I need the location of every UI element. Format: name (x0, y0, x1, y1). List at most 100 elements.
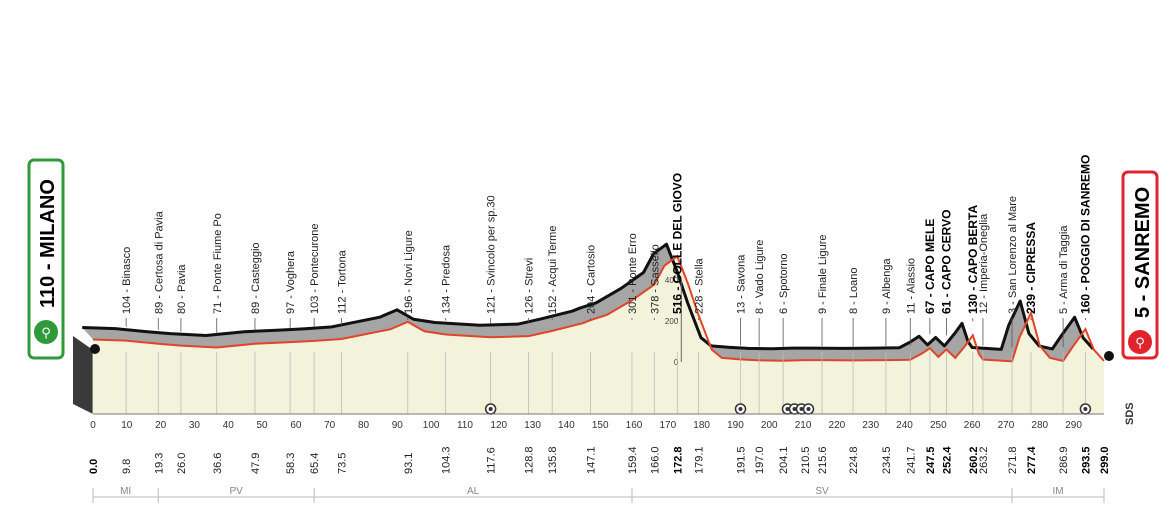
cumulative-km-label: 0.0 (88, 459, 100, 474)
cumulative-km-label: 36.6 (212, 453, 224, 474)
cumulative-km-label: 128.8 (524, 446, 536, 474)
km-tick-label: 100 (423, 420, 440, 431)
town-label: 3 - San Lorenzo al Mare (1007, 196, 1019, 314)
cumulative-km-label: 197.0 (754, 446, 766, 474)
cumulative-km-label: 19.3 (153, 453, 165, 474)
cumulative-km-label: 135.8 (547, 446, 559, 474)
finish-badge-frame (1121, 170, 1159, 360)
finish-label: 5 - SANREMO (1132, 187, 1154, 318)
town-label: 152 - Acqui Terme (547, 226, 559, 314)
town-label: 126 - Strevi (524, 258, 536, 314)
cumulative-km-label: 179.1 (694, 446, 706, 474)
town-label: 204 - Cartosio (585, 245, 597, 314)
town-label: 89 - Certosa di Pavia (153, 210, 165, 314)
start-cyclist-icon (34, 320, 58, 344)
region-label: PV (230, 486, 244, 497)
town-label: 8 - Vado Ligure (754, 240, 766, 314)
cumulative-km-label: 147.1 (585, 446, 597, 474)
climb-label: 130 - CAPO BERTA (966, 205, 980, 314)
km-tick-label: 50 (257, 420, 269, 431)
start-badge: 110 - MILANO ⚲ (27, 158, 65, 360)
cumulative-km-label: 47.9 (250, 453, 262, 474)
profile-top-surface (82, 244, 1104, 362)
profile-base-side (73, 336, 93, 414)
sprint-marker-dot (792, 407, 797, 411)
town-label: 97 - Voghera (285, 250, 297, 314)
cumulative-km-label: 241.7 (905, 446, 917, 474)
km-tick-label: 160 (626, 420, 643, 431)
cumulative-km-label: 93.1 (403, 453, 415, 474)
km-tick-label: 140 (558, 420, 575, 431)
town-label: 134 - Predosa (441, 244, 453, 314)
cumulative-km-label: 247.5 (925, 446, 937, 474)
km-tick-label: 60 (290, 420, 302, 431)
cumulative-km-label: 299.0 (1099, 446, 1111, 474)
town-label: 112 - Tortona (337, 249, 349, 314)
km-tick-label: 80 (358, 420, 370, 431)
km-tick-label: 150 (592, 420, 609, 431)
altitude-tick-label: 0 (674, 358, 679, 367)
region-bar: MI PV AL SV IM (92, 486, 1105, 503)
town-label: 89 - Casteggio (250, 242, 262, 314)
profile-ridge-line (82, 242, 1095, 351)
km-tick-label: 210 (795, 420, 812, 431)
altitude-tick-label: 400 (665, 276, 679, 285)
km-tick-label: 20 (155, 420, 167, 431)
km-tick-label: 230 (862, 420, 879, 431)
town-label: 5 - Arma di Taggia (1058, 225, 1070, 314)
km-tick-label: 90 (392, 420, 404, 431)
cumulative-km-label: 65.4 (309, 453, 321, 474)
sprint-marker-dot (806, 407, 811, 411)
cumulative-km-label: 204.1 (778, 446, 790, 474)
cumulative-km-label: 277.4 (1026, 446, 1038, 474)
km-tick-label: 280 (1031, 420, 1048, 431)
finish-cyclist-icon (1128, 330, 1152, 354)
town-label: 71 - Ponte Fiume Po (212, 213, 224, 314)
start-bike-glyph: ⚲ (41, 326, 51, 341)
brand-logo: SDS (1124, 402, 1136, 425)
cumulative-km-labels: 0.0 9.8 19.3 26.0 36.6 47.9 58.3 65.4 73.5 93.1 10… (88, 446, 1111, 474)
km-tick-label: 220 (829, 420, 846, 431)
km-tick-label: 200 (761, 420, 778, 431)
town-label: 378 - Sassello (649, 244, 661, 314)
town-label: 121 - Svincolo per sp.30 (486, 195, 498, 314)
town-label: 104 - Binasco (121, 247, 133, 314)
km-tick-label: 270 (998, 420, 1015, 431)
cumulative-km-label: 159.4 (627, 446, 639, 474)
km-tick-label: 120 (490, 420, 507, 431)
start-label: 110 - MILANO (37, 179, 59, 308)
town-label: 11 - Alassio (905, 258, 917, 314)
start-badge-frame (27, 158, 65, 360)
finish-bike-glyph: ⚲ (1135, 336, 1145, 351)
town-label: 9 - Albenga (881, 257, 893, 314)
climb-label: 160 - POGGIO DI SANREMO (1078, 155, 1092, 314)
sprint-marker-dot (799, 407, 804, 411)
town-label: 301 - Ponte Erro (627, 233, 639, 314)
cumulative-km-label: 210.5 (800, 446, 812, 474)
km-tick-label: 70 (324, 420, 336, 431)
km-tick-label: 110 (457, 420, 473, 431)
cumulative-km-label: 286.9 (1058, 446, 1070, 474)
cumulative-km-label: 172.8 (672, 446, 684, 474)
cumulative-km-label: 73.5 (337, 453, 349, 474)
cumulative-km-label: 293.5 (1080, 446, 1092, 474)
cumulative-km-label: 117.6 (486, 447, 498, 474)
town-label: 80 - Pavia (176, 264, 188, 314)
start-point-marker (90, 344, 100, 354)
town-label: 6 - Spotorno (778, 253, 790, 314)
finish-badge: 5 - SANREMO ⚲ (1121, 170, 1159, 360)
town-label: 9 - Finale Ligure (817, 235, 829, 315)
cumulative-km-label: 224.8 (848, 446, 860, 474)
town-label: 12 - Imperia-Oneglia (978, 213, 990, 314)
region-label: IM (1052, 486, 1063, 497)
km-tick-label: 30 (189, 420, 201, 431)
cumulative-km-label: 252.4 (941, 446, 953, 474)
finish-point-marker (1104, 351, 1114, 361)
town-label: 228 - Stella (694, 257, 706, 314)
km-tick-label: 10 (121, 420, 133, 431)
cumulative-km-label: 58.3 (285, 453, 297, 474)
town-label: 103 - Pontecurone (309, 223, 321, 314)
cumulative-km-label: 271.8 (1007, 446, 1019, 474)
cumulative-km-label: 260.2 (968, 446, 980, 474)
